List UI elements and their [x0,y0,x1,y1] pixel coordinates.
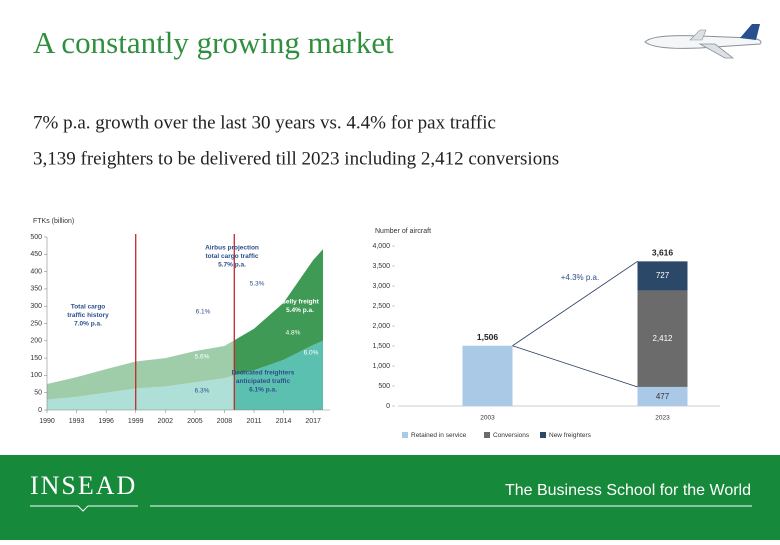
y-tick-label: 1,000 [372,363,390,370]
legend-label: Retained in service [411,432,467,439]
y-tick-label: 3,000 [372,283,390,290]
x-tick-label: 2017 [305,418,321,425]
area [47,249,323,400]
annotation: 5.3% [250,281,265,288]
value-label: 727 [656,271,670,280]
annotation: 7.0% p.a. [74,321,102,328]
y-tick-label: 3,500 [372,263,390,270]
bullet: 7% p.a. growth over the last 30 years vs… [33,112,496,133]
x-tick-label: 2002 [157,418,173,425]
footer-tagline: The Business School for the World [505,482,751,499]
x-tick-label: 1990 [39,418,55,425]
annotation: anticipated traffic [236,378,291,385]
bar-segment [637,261,688,291]
x-tick-label: 2005 [187,418,203,425]
legend-label: Conversions [493,432,530,439]
brand-rule [30,505,138,512]
annotation: 5.4% p.a. [286,307,314,314]
trend-line [512,261,638,347]
legend-swatch [402,432,408,438]
annotation: Total cargo [71,304,106,311]
y-axis-label: FTKs (billion) [33,218,74,225]
x-tick-label: 2003 [480,415,495,422]
annotation: traffic history [67,312,109,319]
total-label: 1,506 [477,332,499,342]
y-tick-label: 500 [30,234,42,241]
x-tick-label: 1996 [98,418,114,425]
y-tick-label: 350 [30,286,42,293]
airplane [644,24,762,59]
x-tick-label: 2014 [276,418,292,425]
x-tick-label: 2008 [217,418,233,425]
y-tick-label: 2,500 [372,303,390,310]
y-tick-label: 250 [30,320,42,327]
y-tick-label: 50 [34,390,42,397]
trend-line [512,345,638,388]
annotation: total cargo traffic [205,253,258,260]
bullet: 3,139 freighters to be delivered till 20… [33,148,559,169]
legend-swatch [540,432,546,438]
value-label: 477 [656,392,670,401]
y-tick-label: 200 [30,338,42,345]
x-tick-label: 1993 [69,418,85,425]
annotation: 6.3% [195,388,210,395]
value-label: 2,412 [652,334,673,343]
history-shade [47,237,235,410]
y-tick-label: 0 [38,407,42,414]
legend-label: New freighters [549,432,592,439]
annotation: 6.1% p.a. [249,387,277,394]
bar-segment [637,386,688,406]
legend-swatch [484,432,490,438]
x-tick-label: 2011 [246,418,261,425]
y-tick-label: 1,500 [372,343,390,350]
footer-band [0,455,780,540]
y-tick-label: 0 [386,403,390,410]
annotation: Airbus projection [205,245,259,252]
footer-brand: INSEAD [30,471,137,500]
slide-title: A constantly growing market [33,25,394,60]
bar-segment [462,345,513,406]
annotation: Belly freight [281,299,319,306]
y-tick-label: 500 [378,383,390,390]
y-tick-label: 4,000 [372,243,390,250]
y-tick-label: 150 [30,355,42,362]
annotation: 6.0% [304,350,319,357]
y-axis-label: Number of aircraft [375,228,431,235]
x-tick-label: 1999 [128,418,144,425]
y-tick-label: 400 [30,268,42,275]
annotation: 4.8% [286,330,301,337]
y-tick-label: 450 [30,251,42,258]
annotation: 5.7% p.a. [218,262,246,269]
y-tick-label: 100 [30,372,42,379]
annotation: +4.3% p.a. [561,273,599,282]
annotation: 5.6% [195,354,210,361]
y-tick-label: 300 [30,303,42,310]
y-tick-label: 2,000 [372,323,390,330]
bar-segment [637,290,688,387]
total-label: 3,616 [652,248,674,258]
x-tick-label: 2023 [655,415,670,422]
annotation: Dedicated freighters [232,370,295,377]
annotation: 6.1% [196,309,211,316]
